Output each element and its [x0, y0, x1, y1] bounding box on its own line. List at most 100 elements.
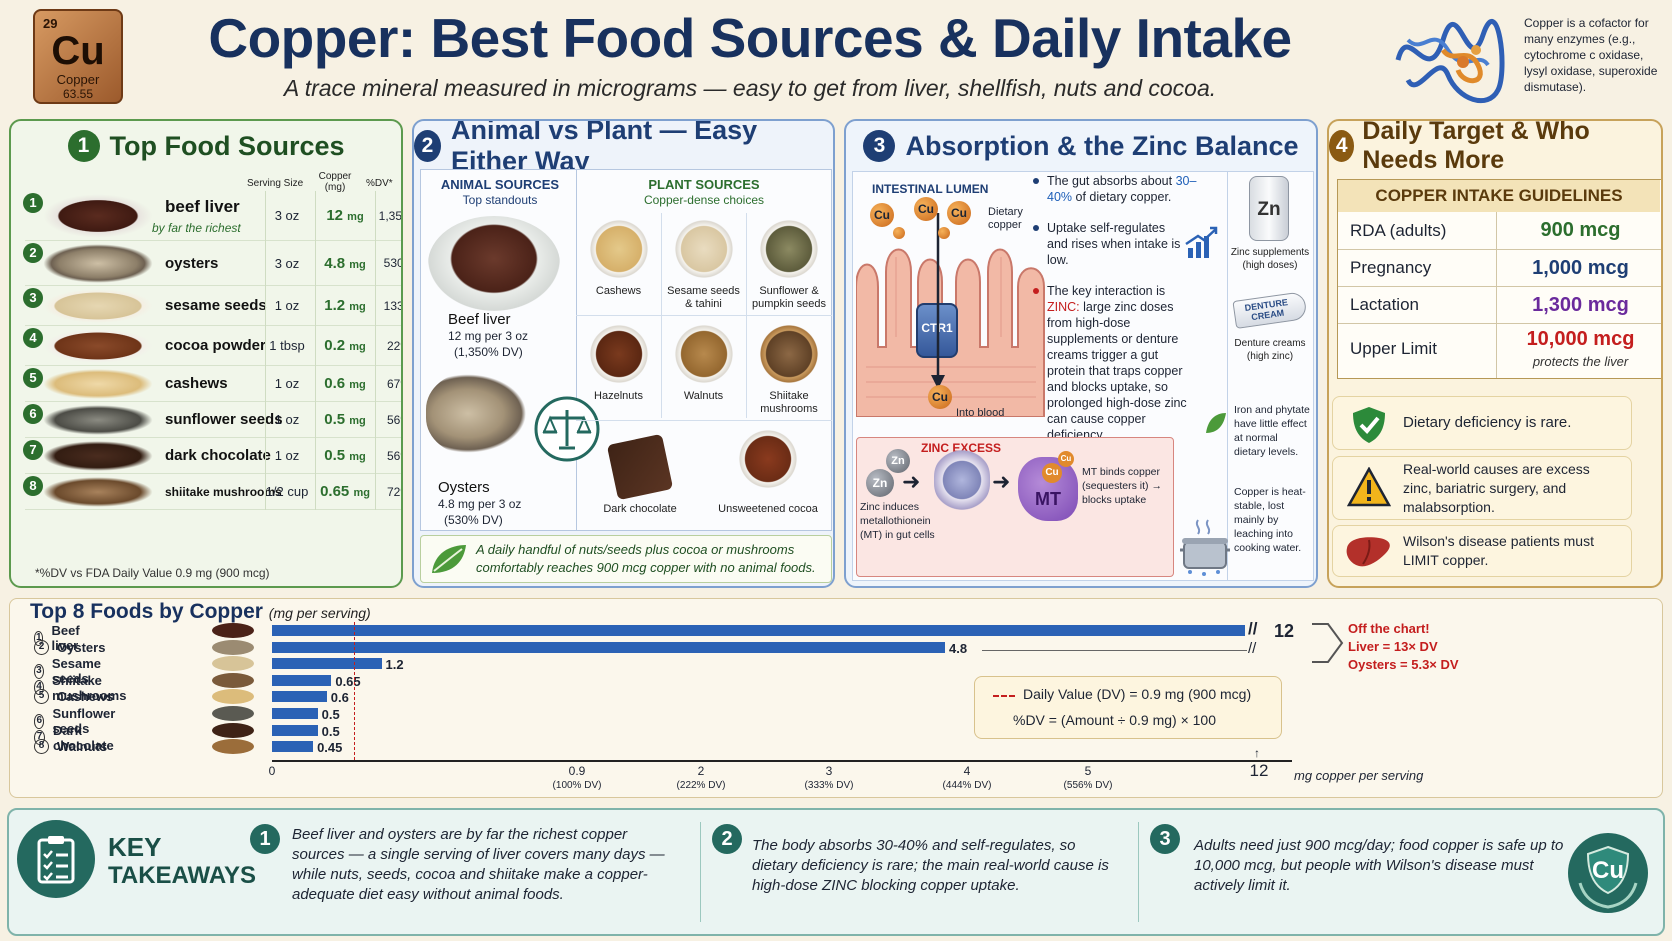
leaf-small-icon — [1206, 413, 1226, 433]
oyster-line2: (530% DV) — [444, 513, 503, 527]
guideline-value: 900 mcg — [1540, 219, 1621, 241]
cu-shield-icon — [1568, 833, 1648, 913]
legend-thumbnail — [212, 623, 254, 638]
serving-size: 1 oz — [274, 376, 300, 391]
cu-atom: Cu — [928, 385, 952, 409]
guideline-row: Pregnancy 1,000 mcg — [1338, 249, 1661, 286]
zinc-bottle-icon — [1249, 176, 1289, 241]
warning-icon — [1347, 467, 1391, 507]
cu-atom: Cu — [870, 203, 894, 227]
legend-thumbnail — [212, 639, 254, 655]
copper-value: 4.8 — [324, 254, 346, 272]
plant-label: Dark chocolate — [603, 503, 677, 515]
panel3-number: 3 — [863, 130, 896, 162]
legend-rank: 6 — [34, 713, 45, 729]
percent-dv: 72% — [386, 484, 401, 499]
serving-size: 1/2 cup — [265, 484, 309, 499]
panel4-number: 4 — [1329, 130, 1355, 162]
legend-label: Cashews — [57, 689, 114, 705]
legend-item: 8 Walnuts — [34, 739, 107, 755]
legend-item: 2 Oysters — [34, 639, 106, 655]
panel3-title: Absorption & the Zinc Balance — [905, 130, 1299, 161]
rank-badge: 5 — [23, 368, 43, 388]
food-image — [43, 244, 153, 283]
cu-atom: Cu — [947, 201, 971, 225]
food-row: 3 sesame seeds 1 oz 1.2 mg 133% — [23, 286, 401, 326]
food-image — [43, 369, 153, 399]
legend-rank: 3 — [34, 663, 44, 679]
enzyme-protein-icon — [1395, 19, 1505, 104]
percent-dv: 22% — [386, 338, 401, 353]
food-row: 2 oysters 3 oz 4.8 mg 530% — [23, 241, 401, 286]
legend-label: Beef liver — [51, 623, 80, 653]
legend-label: Dark chocolate — [53, 722, 114, 753]
takeaway-number: 2 — [712, 824, 742, 854]
food-image — [43, 405, 153, 435]
plant-image — [584, 324, 653, 384]
zn-atom-1: Zn — [886, 449, 910, 473]
plant-label: Sesame seeds & tahini — [667, 285, 740, 310]
guideline-sub: protects the liver — [1532, 354, 1629, 369]
zinc-bottle-label: Zn — [1257, 199, 1281, 220]
panel2-footer: A daily handful of nuts/seeds plus cocoa… — [476, 542, 816, 575]
rank-badge: 1 — [23, 193, 43, 213]
copper-unit: mg — [347, 211, 364, 223]
zinc-induces-label: Zinc induces metallothionein (MT) in gut… — [860, 501, 935, 541]
food-image — [43, 329, 153, 363]
rank-badge: 6 — [23, 404, 43, 424]
panel4-title: Daily Target & Who Needs More — [1362, 119, 1590, 174]
copper-mg: 0.65 mg — [315, 483, 375, 500]
card3-text: Wilson's disease patients must LIMIT cop… — [1403, 533, 1594, 568]
serving-size: 1 tbsp — [269, 338, 305, 353]
blood-label: Into blood — [956, 407, 1005, 419]
mt-binds-label: MT binds copper (sequesters it) → blocks… — [1082, 466, 1162, 506]
plant-sub: Copper-dense choices — [643, 193, 765, 207]
legend-label: Oysters — [57, 639, 106, 655]
oyster-name: Oysters — [438, 479, 490, 496]
takeaway-divider — [700, 822, 701, 922]
rank-badge: 3 — [23, 288, 43, 308]
clipboard-icon — [17, 820, 95, 898]
food-name: shiitake mushrooms — [165, 484, 282, 499]
legend-label: Sunflower seeds — [52, 706, 116, 736]
serving-size: 3 oz — [274, 208, 300, 223]
copper-unit: mg — [349, 415, 366, 427]
plant-label: Hazelnuts — [594, 390, 643, 402]
rank-badge: 7 — [23, 440, 43, 460]
guide-divider — [1496, 212, 1497, 378]
takeaway-number: 3 — [1150, 824, 1180, 854]
mt-label: MT — [1035, 489, 1061, 509]
plant-image — [734, 429, 802, 489]
zinc-supp-label: Zinc supplements (high doses) — [1230, 247, 1310, 271]
panel1-footnote: *%DV vs FDA Daily Value 0.9 mg (900 mcg) — [35, 566, 270, 580]
bullet-self-regulate: Uptake self-regulates and rises when int… — [1033, 220, 1185, 268]
element-tile: 29 Cu Copper 63.55 — [33, 9, 123, 104]
legend-item: 3 Sesame seeds — [34, 656, 106, 686]
copper-value: 0.5 — [324, 411, 346, 428]
element-symbol: Cu — [51, 29, 105, 73]
takeaways-title-2: TAKEAWAYS — [108, 862, 257, 889]
food-row: 5 cashews 1 oz 0.6 mg 67% — [23, 366, 401, 402]
legend-rank: 2 — [34, 639, 49, 655]
cu-atom — [938, 227, 950, 239]
copper-mg: 0.5 mg — [315, 447, 375, 464]
copper-mg: 0.5 mg — [315, 411, 375, 428]
takeaway-number: 1 — [250, 824, 280, 854]
food-image — [43, 194, 153, 238]
legend-label: Shiitake mushrooms — [52, 672, 127, 703]
plant-label: Shiitake mushrooms — [760, 390, 818, 415]
arrow-1-icon: ➜ — [902, 469, 921, 494]
animal-title: ANIMAL SOURCES — [440, 177, 560, 192]
guidelines-box: COPPER INTAKE GUIDELINES RDA (adults) 900… — [1337, 179, 1661, 379]
food-name: cashews — [165, 375, 228, 392]
dv-formula: %DV = (Amount ÷ 0.9 mg) × 100 — [1013, 712, 1216, 728]
panel-top-food-sources: 1 Top Food Sources Serving Size Copper (… — [9, 119, 403, 588]
guidelines-title: COPPER INTAKE GUIDELINES — [1338, 180, 1660, 212]
card1-text: Dietary deficiency is rare. — [1403, 414, 1572, 431]
cooking-note: Copper is heat-stable, lost mainly by le… — [1234, 486, 1306, 554]
guideline-label: Lactation — [1350, 295, 1419, 314]
guideline-label: Pregnancy — [1350, 258, 1432, 277]
